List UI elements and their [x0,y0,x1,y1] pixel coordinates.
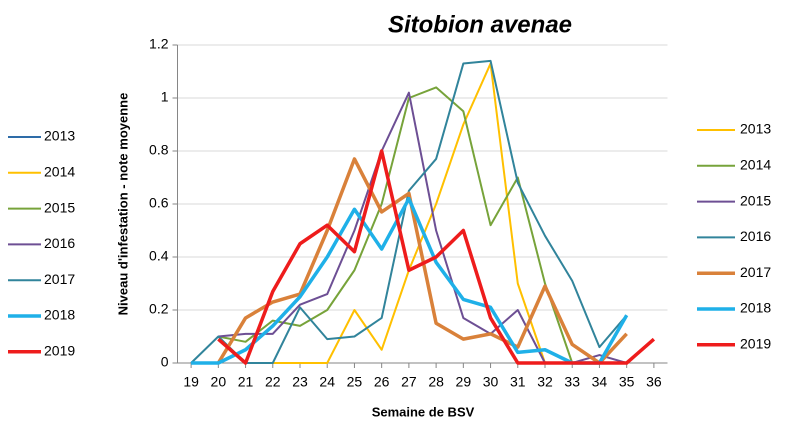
x-tick-label: 36 [646,374,662,390]
x-tick-label: 28 [428,374,444,390]
x-tick-label: 21 [238,374,254,390]
x-tick-label: 22 [265,374,281,390]
x-axis-label: Semaine de BSV [372,404,475,419]
legend-label: 2019 [740,336,771,352]
x-tick-label: 25 [347,374,363,390]
x-tick-label: 24 [319,374,335,390]
legend-label: 2014 [740,157,771,173]
x-tick-label: 27 [401,374,417,390]
legend-label: 2014 [44,164,75,180]
series-line [216,157,628,365]
legend-label: 2015 [740,192,771,208]
y-tick-label: 0 [161,354,169,370]
legend-label: 2013 [740,121,771,137]
x-tick-label: 33 [564,374,580,390]
series-line [191,196,629,365]
x-tick-label: 35 [619,374,635,390]
x-tick-label: 23 [292,374,308,390]
chart-title: Sitobion avenae [388,11,572,38]
y-tick-label: 1 [161,89,169,105]
x-tick-label: 29 [456,374,472,390]
y-tick-label: 1.2 [149,36,169,52]
legend-label: 2016 [740,228,771,244]
legend-label: 2018 [740,300,771,316]
x-tick-label: 26 [374,374,390,390]
legend-label: 2018 [44,307,75,323]
x-tick-label: 34 [592,374,608,390]
legend-label: 2015 [44,199,75,215]
y-tick-label: 0.4 [149,248,169,264]
x-tick-label: 19 [183,374,199,390]
legend-label: 2017 [44,271,75,287]
x-tick-label: 20 [211,374,227,390]
x-tick-label: 32 [537,374,553,390]
legend-label: 2013 [44,128,75,144]
legend-label: 2019 [44,343,75,359]
y-tick-label: 0.8 [149,142,169,158]
y-tick-label: 0.6 [149,195,169,211]
legend-label: 2017 [740,264,771,280]
y-axis-label: Niveau d'infestation - note moyenne [115,93,130,316]
y-tick-label: 0.2 [149,301,169,317]
series-line [217,149,656,365]
series-line [190,59,628,364]
x-tick-label: 30 [483,374,499,390]
x-tick-label: 31 [510,374,526,390]
legend-label: 2016 [44,235,75,251]
